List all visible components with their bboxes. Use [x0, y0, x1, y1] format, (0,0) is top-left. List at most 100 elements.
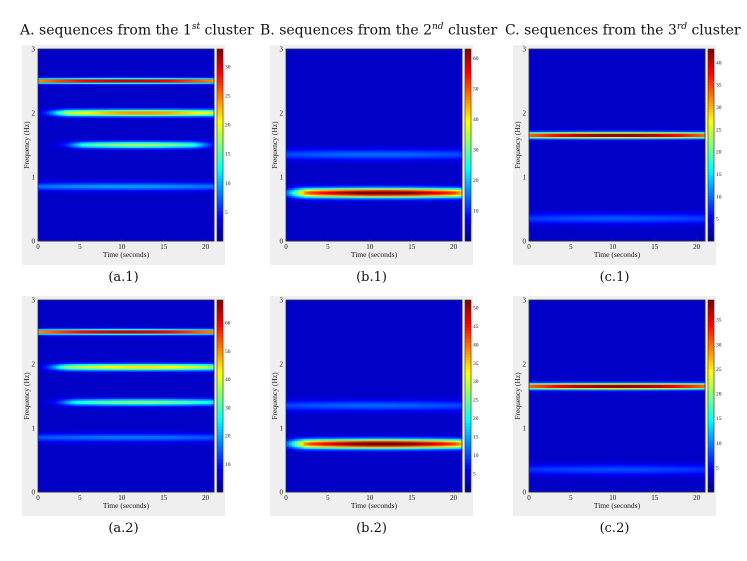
- heatmap-cell: [70, 68, 74, 71]
- heatmap-cell: [49, 105, 54, 107]
- heatmap-cell: [152, 57, 156, 59]
- heatmap-cell: [117, 85, 121, 88]
- heatmap-cell: [140, 165, 144, 168]
- heatmap-cell: [90, 98, 95, 101]
- heatmap-cell: [58, 106, 62, 109]
- heatmap-cell: [211, 135, 215, 138]
- heatmap-cell: [38, 63, 42, 66]
- heatmap-cell: [43, 92, 48, 95]
- heatmap-cell: [205, 58, 209, 61]
- heatmap-cell: [117, 146, 121, 149]
- heatmap-cell: [111, 95, 115, 98]
- heatmap-cell: [38, 114, 42, 117]
- heatmap-cell: [205, 73, 209, 75]
- heatmap-cell: [128, 108, 133, 111]
- heatmap-cell: [79, 82, 83, 85]
- heatmap-cell: [158, 105, 162, 107]
- heatmap-cell: [117, 169, 121, 171]
- heatmap-cell: [137, 161, 142, 163]
- heatmap-cell: [105, 159, 109, 162]
- heatmap-cell: [134, 60, 139, 63]
- heatmap-cell: [123, 105, 127, 107]
- heatmap-cell: [93, 71, 98, 74]
- heatmap-cell: [128, 157, 133, 160]
- heatmap-cell: [96, 93, 100, 96]
- heatmap-cell: [202, 124, 206, 127]
- heatmap-cell: [170, 93, 174, 96]
- heatmap-cell: [126, 154, 130, 157]
- heatmap-cell: [164, 65, 168, 67]
- heatmap-cell: [149, 116, 153, 119]
- heatmap-cell: [70, 57, 74, 59]
- heatmap-cell: [79, 79, 83, 82]
- heatmap-cell: [79, 52, 83, 55]
- heatmap-cell: [158, 135, 162, 138]
- heatmap-cell: [38, 105, 42, 107]
- heatmap-cell: [73, 177, 77, 179]
- heatmap-cell: [99, 98, 103, 101]
- heatmap-cell: [40, 108, 45, 111]
- heatmap-cell: [146, 66, 150, 69]
- heatmap-cell: [184, 173, 188, 176]
- heatmap-cell: [70, 148, 74, 151]
- heatmap-cell: [167, 161, 171, 163]
- heatmap-cell: [178, 169, 183, 171]
- heatmap-cell: [167, 108, 171, 111]
- heatmap-cell: [79, 73, 83, 75]
- heatmap-cell: [43, 69, 48, 72]
- heatmap-cell: [187, 58, 191, 61]
- heatmap-cell: [175, 55, 180, 58]
- heatmap-cell: [43, 55, 48, 58]
- heatmap-cell: [123, 82, 127, 85]
- heatmap-cell: [178, 178, 183, 181]
- heatmap-cell: [79, 167, 83, 170]
- heatmap-cell: [190, 93, 194, 96]
- heatmap-cell: [161, 49, 165, 51]
- heatmap-cell: [152, 77, 156, 80]
- heatmap-cell: [140, 111, 144, 114]
- heatmap-cell: [208, 132, 212, 135]
- heatmap-cell: [193, 114, 197, 117]
- heatmap-cell: [181, 153, 186, 155]
- heatmap-cell: [67, 178, 71, 181]
- heatmap-cell: [114, 167, 118, 170]
- heatmap-cell: [123, 111, 127, 114]
- heatmap-cell: [96, 124, 100, 127]
- heatmap-cell: [120, 177, 124, 179]
- heatmap-cell: [70, 85, 74, 88]
- heatmap-cell: [134, 106, 139, 109]
- heatmap-cell: [202, 53, 206, 56]
- heatmap-cell: [40, 85, 45, 88]
- heatmap-cell: [181, 95, 186, 98]
- heatmap-cell: [181, 117, 186, 120]
- heatmap-cell: [43, 124, 48, 127]
- heatmap-cell: [205, 156, 209, 159]
- heatmap-cell: [52, 74, 56, 77]
- heatmap-cell: [199, 180, 203, 183]
- heatmap-cell: [111, 57, 115, 59]
- heatmap-cell: [96, 156, 100, 159]
- heatmap-cell: [102, 53, 106, 56]
- heatmap-cell: [67, 63, 71, 66]
- heatmap-cell: [211, 79, 215, 82]
- heatmap-cell: [187, 130, 191, 133]
- heatmap-cell: [126, 108, 130, 111]
- heatmap-cell: [70, 111, 74, 114]
- heatmap-cell: [40, 81, 45, 83]
- heatmap-cell: [184, 92, 188, 95]
- heatmap-cell: [181, 124, 186, 127]
- heatmap-cell: [146, 97, 150, 99]
- heatmap-cell: [90, 106, 95, 109]
- heatmap-cell: [134, 101, 139, 104]
- heatmap-cell: [123, 138, 127, 141]
- heatmap-cell: [178, 154, 183, 157]
- heatmap-cell: [211, 141, 215, 144]
- heatmap-cell: [70, 122, 74, 125]
- heatmap-cell: [181, 84, 186, 87]
- heatmap-cell: [199, 53, 203, 56]
- heatmap-cell: [155, 58, 159, 61]
- heatmap-cell: [117, 66, 121, 69]
- heatmap-cell: [167, 180, 171, 183]
- heatmap-cell: [170, 109, 174, 112]
- heatmap-cell: [52, 145, 56, 147]
